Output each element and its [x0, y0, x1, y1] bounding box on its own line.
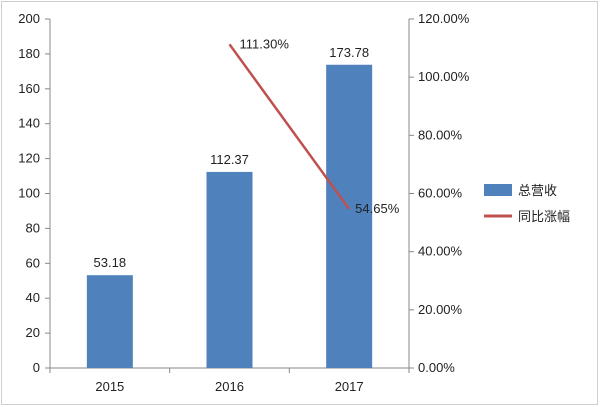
y-left-tick-label: 20 — [26, 325, 40, 340]
y-right-tick-label: 120.00% — [418, 11, 470, 26]
bar-revenue-2015 — [86, 275, 133, 368]
bar-data-label: 112.37 — [210, 152, 249, 167]
y-left-tick-label: 60 — [26, 255, 40, 270]
y-right-tick-label: 60.00% — [418, 186, 463, 201]
y-left-tick-label: 200 — [18, 11, 40, 26]
bar-data-label: 53.18 — [94, 255, 127, 270]
line-data-label: 54.65% — [355, 201, 400, 216]
y-right-tick-label: 40.00% — [418, 244, 463, 259]
x-tick-label: 2017 — [335, 379, 364, 394]
y-left-tick-label: 140 — [18, 116, 40, 131]
y-left-tick-label: 180 — [18, 46, 40, 61]
y-left-tick-label: 0 — [33, 360, 40, 375]
bar-revenue-2016 — [206, 171, 253, 368]
y-left-tick-label: 120 — [18, 151, 40, 166]
bar-revenue-2017 — [326, 64, 373, 368]
y-right-tick-label: 80.00% — [418, 127, 463, 142]
bar-data-label: 173.78 — [329, 45, 369, 60]
y-left-tick-label: 80 — [26, 220, 40, 235]
x-tick-label: 2015 — [95, 379, 124, 394]
line-growth-rate — [228, 43, 351, 210]
legend-swatch-revenue — [484, 184, 512, 196]
legend-label-revenue: 总营收 — [518, 184, 557, 199]
line-data-label: 111.30% — [240, 36, 290, 51]
x-tick-label: 2016 — [215, 379, 244, 394]
y-left-tick-label: 100 — [18, 186, 40, 201]
y-left-tick-label: 40 — [26, 290, 40, 305]
legend-label-growth: 同比涨幅 — [518, 210, 570, 225]
y-right-tick-label: 0.00% — [418, 360, 455, 375]
y-right-tick-label: 100.00% — [418, 69, 470, 84]
y-right-tick-label: 20.00% — [418, 302, 463, 317]
y-left-tick-label: 160 — [18, 81, 40, 96]
